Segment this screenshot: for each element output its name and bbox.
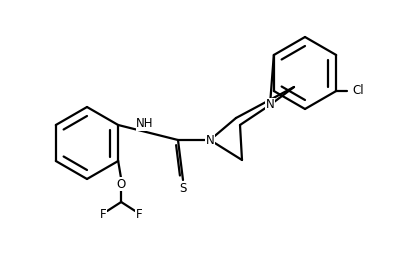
Text: F: F <box>100 207 107 221</box>
Text: F: F <box>136 207 143 221</box>
Text: N: N <box>266 99 274 111</box>
Text: NH: NH <box>136 117 154 130</box>
Text: O: O <box>116 177 126 191</box>
Text: S: S <box>179 182 187 194</box>
Text: Cl: Cl <box>352 85 364 97</box>
Text: N: N <box>206 133 214 147</box>
